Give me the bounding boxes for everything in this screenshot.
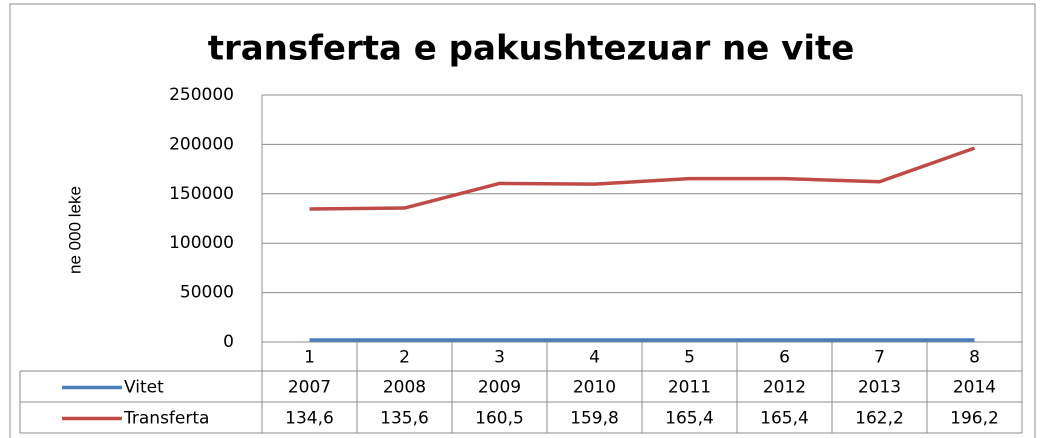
y-tick-label: 250000 — [169, 85, 234, 105]
table-value: 196,2 — [950, 409, 999, 429]
chart-frame — [9, 3, 1036, 438]
table-value: 2010 — [573, 378, 616, 398]
series-line — [309, 146, 976, 211]
table-value: 160,5 — [475, 409, 524, 429]
table-value: 165,4 — [760, 409, 809, 429]
x-tick-label: 4 — [589, 348, 600, 368]
x-tick-label: 1 — [304, 348, 315, 368]
table-value: 162,2 — [855, 409, 904, 429]
legend-label: Transferta — [123, 409, 209, 429]
table-value: 2013 — [858, 378, 901, 398]
y-tick-label: 100000 — [169, 233, 234, 253]
table-value: 2011 — [668, 378, 711, 398]
table-value: 165,4 — [665, 409, 714, 429]
table-value: 2014 — [953, 378, 996, 398]
x-tick-label: 2 — [399, 348, 410, 368]
table-value: 2007 — [288, 378, 331, 398]
y-tick-label: 200000 — [169, 134, 234, 154]
table-value: 2009 — [478, 378, 521, 398]
y-tick-label: 50000 — [180, 283, 234, 303]
legend-label: Vitet — [124, 378, 164, 398]
x-tick-label: 6 — [779, 348, 790, 368]
y-axis-label: ne 000 leke — [65, 186, 84, 274]
table-value: 2008 — [383, 378, 426, 398]
table-value: 134,6 — [285, 409, 334, 429]
table-value: 135,6 — [380, 409, 429, 429]
y-tick-label: 0 — [223, 332, 234, 352]
x-tick-label: 3 — [494, 348, 505, 368]
table-value: 159,8 — [570, 409, 619, 429]
x-tick-label: 7 — [874, 348, 885, 368]
chart-title: transferta e pakushtezuar ne vite — [208, 29, 855, 69]
table-value: 2012 — [763, 378, 806, 398]
y-tick-label: 150000 — [169, 184, 234, 204]
x-tick-label: 5 — [684, 348, 695, 368]
x-tick-label: 8 — [969, 348, 980, 368]
